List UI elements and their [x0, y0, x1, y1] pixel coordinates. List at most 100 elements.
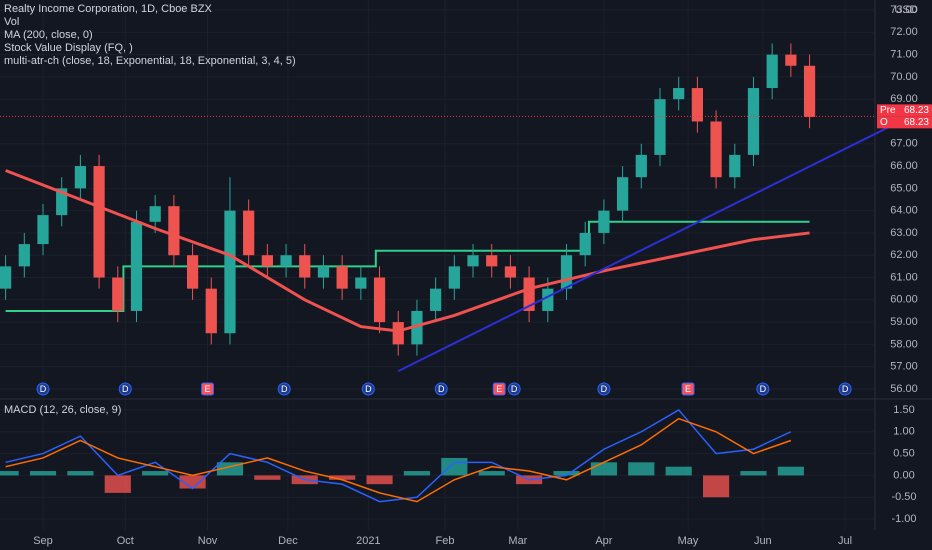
candle-body — [747, 88, 760, 155]
trend-line — [397, 122, 897, 373]
candle-body — [392, 322, 404, 345]
x-tick-label: Jul — [838, 535, 852, 547]
price-tag-name: Pre — [880, 105, 896, 116]
x-tick-label: Nov — [198, 535, 218, 547]
macd-histogram-bar — [478, 471, 505, 476]
candle-body — [336, 266, 348, 289]
event-badge — [118, 382, 132, 396]
x-tick-label: Sep — [33, 535, 53, 547]
macd-histogram-bar — [366, 475, 393, 485]
event-label: D — [760, 384, 767, 394]
y-tick-label: 1.50 — [893, 404, 914, 416]
candle-body — [317, 266, 330, 278]
currency: USD — [894, 4, 917, 16]
macd-histogram-bar — [29, 471, 57, 476]
candle-body — [355, 277, 367, 289]
y-tick-label: 65.00 — [890, 182, 918, 194]
x-tick-label: Oct — [117, 535, 134, 547]
event-badge — [201, 382, 215, 396]
macd-histogram-bar — [67, 471, 94, 476]
event-badge — [597, 382, 611, 396]
y-tick-label: 0.50 — [893, 447, 914, 459]
event-badge — [277, 382, 291, 396]
y-tick-label: 1.00 — [893, 426, 914, 438]
candle-body — [205, 288, 217, 334]
event-badge — [361, 382, 375, 396]
candle-body — [560, 255, 573, 289]
candle-body — [635, 154, 647, 178]
y-tick-label: 70.00 — [890, 71, 918, 83]
macd-title: MACD (12, 26, close, 9) — [4, 404, 121, 416]
price-tag-value: 68.23 — [904, 105, 929, 116]
candle-body — [37, 215, 49, 245]
candle-body — [56, 188, 68, 216]
macd-histogram-bar — [329, 475, 356, 480]
event-label: D — [438, 384, 445, 394]
y-tick-label: 64.00 — [890, 205, 918, 217]
macd-histogram-bar — [403, 471, 431, 476]
macd-histogram-bar — [665, 466, 692, 476]
ma-line — [5, 169, 810, 333]
event-badge — [36, 382, 50, 396]
event-badge — [756, 382, 770, 396]
price-tag-value: 68.23 — [904, 117, 929, 128]
x-tick-label: May — [678, 535, 699, 547]
candle-body — [467, 255, 479, 267]
y-tick-label: 57.00 — [890, 361, 918, 373]
candle-body — [93, 166, 105, 278]
candle-body — [0, 266, 12, 289]
candle-body — [261, 255, 273, 267]
event-label: E — [205, 384, 211, 394]
macd-histogram-bar — [777, 466, 804, 476]
candle-body — [803, 65, 816, 118]
y-tick-label: 61.00 — [890, 271, 918, 283]
macd-histogram-bar — [628, 462, 655, 476]
candle-body — [149, 206, 161, 222]
legend-atr: multi-atr-ch (close, 18, Exponential, 18… — [4, 55, 296, 67]
candle-body — [448, 266, 460, 289]
price-tag-bg — [877, 116, 932, 129]
macd-line — [5, 408, 792, 503]
y-tick-label: 71.00 — [890, 49, 918, 61]
x-tick-label: 2021 — [356, 535, 380, 547]
y-tick-label: 60.00 — [890, 294, 918, 306]
x-tick-label: Jun — [754, 535, 772, 547]
candle-body — [523, 277, 535, 311]
candle-body — [112, 277, 124, 311]
candle-body — [280, 255, 292, 267]
event-label: E — [496, 384, 502, 394]
macd-histogram-bar — [104, 475, 131, 493]
macd-histogram-bar — [590, 462, 617, 476]
event-badge — [492, 382, 506, 396]
y-tick-label: 73.00 — [890, 4, 918, 16]
y-tick-label: 67.00 — [890, 138, 918, 150]
event-label: D — [365, 384, 372, 394]
macd-histogram-bar — [254, 475, 281, 480]
candle-body — [411, 310, 423, 345]
legend-ma: MA (200, close, 0) — [4, 29, 93, 41]
candle-body — [766, 54, 778, 89]
event-label: D — [40, 384, 47, 394]
candle-body — [542, 288, 554, 311]
x-tick-label: Dec — [278, 535, 298, 547]
candle-body — [710, 121, 722, 178]
macd-histogram-bar — [179, 475, 206, 489]
candle-body — [691, 88, 703, 122]
candle-body — [299, 255, 311, 278]
x-tick-label: Mar — [508, 535, 527, 547]
candle-body — [486, 255, 498, 267]
candle-body — [18, 244, 30, 267]
y-tick-label: 0.00 — [893, 469, 914, 481]
price-tag-bg — [877, 104, 932, 117]
candle-body — [224, 210, 236, 334]
y-tick-label: -0.50 — [891, 491, 916, 503]
event-badge — [434, 382, 448, 396]
y-tick-label: 72.00 — [890, 26, 918, 38]
y-tick-label: 69.00 — [890, 93, 918, 105]
candle-body — [243, 210, 255, 256]
x-tick-label: Feb — [435, 535, 454, 547]
y-tick-label: 62.00 — [890, 249, 918, 261]
y-tick-label: 56.00 — [890, 383, 918, 395]
event-label: D — [842, 384, 849, 394]
y-tick-label: 58.00 — [890, 338, 918, 350]
